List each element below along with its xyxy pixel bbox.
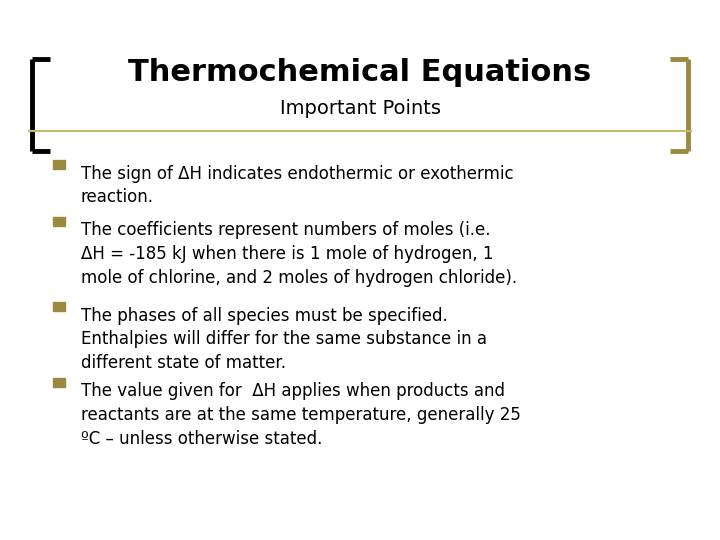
FancyBboxPatch shape bbox=[53, 378, 66, 387]
FancyBboxPatch shape bbox=[53, 160, 66, 170]
Text: Important Points: Important Points bbox=[279, 98, 441, 118]
FancyBboxPatch shape bbox=[53, 302, 66, 311]
FancyBboxPatch shape bbox=[53, 217, 66, 226]
Text: The phases of all species must be specified.
Enthalpies will differ for the same: The phases of all species must be specif… bbox=[81, 307, 487, 372]
Text: The sign of ΔH indicates endothermic or exothermic
reaction.: The sign of ΔH indicates endothermic or … bbox=[81, 165, 513, 206]
Text: The coefficients represent numbers of moles (i.e.
ΔH = -185 kJ when there is 1 m: The coefficients represent numbers of mo… bbox=[81, 221, 517, 287]
Text: Thermochemical Equations: Thermochemical Equations bbox=[128, 58, 592, 87]
Text: The value given for  ΔH applies when products and
reactants are at the same temp: The value given for ΔH applies when prod… bbox=[81, 382, 521, 448]
